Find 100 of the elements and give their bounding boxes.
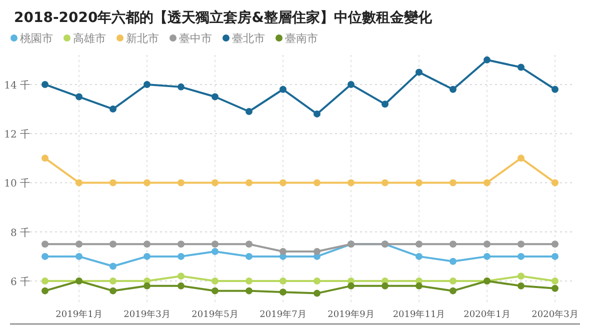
point bbox=[280, 86, 286, 93]
x-tick-label: 2019年3月 bbox=[124, 309, 170, 320]
point bbox=[212, 287, 218, 294]
point bbox=[76, 240, 82, 248]
point bbox=[110, 179, 116, 186]
point bbox=[110, 287, 116, 294]
point bbox=[42, 154, 48, 162]
x-tick-label: 2020年3月 bbox=[532, 309, 578, 320]
legend-label: 高雄市 bbox=[73, 32, 106, 45]
point bbox=[42, 252, 48, 260]
point bbox=[42, 80, 48, 88]
x-tick-label: 2019年5月 bbox=[192, 309, 238, 320]
point bbox=[552, 284, 558, 292]
point bbox=[280, 248, 286, 256]
point bbox=[144, 240, 150, 248]
point bbox=[178, 252, 184, 260]
point bbox=[518, 282, 524, 290]
point bbox=[484, 240, 490, 248]
point bbox=[42, 278, 48, 285]
point bbox=[144, 252, 150, 260]
point bbox=[450, 179, 456, 186]
point bbox=[246, 108, 252, 115]
point bbox=[382, 100, 388, 108]
y-tick-label: 14 千 bbox=[4, 79, 30, 92]
y-tick-label: 6 千 bbox=[10, 276, 30, 288]
point bbox=[76, 179, 82, 186]
point bbox=[212, 93, 218, 100]
point bbox=[518, 252, 524, 260]
point bbox=[178, 240, 184, 248]
point bbox=[110, 262, 116, 270]
point bbox=[178, 179, 184, 186]
point bbox=[76, 93, 82, 100]
point bbox=[246, 252, 252, 260]
point bbox=[314, 290, 320, 297]
point bbox=[348, 80, 354, 88]
point bbox=[280, 278, 286, 285]
point bbox=[178, 272, 184, 280]
point bbox=[246, 278, 252, 285]
point bbox=[518, 240, 524, 248]
point bbox=[450, 278, 456, 285]
point bbox=[280, 288, 286, 296]
point bbox=[416, 282, 422, 290]
legend-label: 臺南市 bbox=[285, 32, 318, 45]
point bbox=[246, 240, 252, 248]
legend-label: 臺中市 bbox=[179, 32, 212, 45]
point bbox=[212, 248, 218, 256]
point bbox=[348, 282, 354, 290]
point bbox=[42, 287, 48, 294]
point bbox=[552, 252, 558, 260]
legend-label: 臺北市 bbox=[232, 32, 265, 45]
point bbox=[416, 240, 422, 248]
x-tick-label: 2019年9月 bbox=[328, 309, 374, 320]
point bbox=[76, 252, 82, 260]
point bbox=[416, 68, 422, 76]
point bbox=[246, 179, 252, 186]
point bbox=[144, 80, 150, 88]
x-tick-label: 2019年11月 bbox=[392, 309, 446, 320]
point bbox=[178, 282, 184, 290]
x-tick-label: 2019年1月 bbox=[56, 309, 102, 320]
point bbox=[450, 240, 456, 248]
point bbox=[178, 83, 184, 90]
point bbox=[416, 179, 422, 186]
point bbox=[552, 86, 558, 93]
point bbox=[552, 278, 558, 285]
point bbox=[348, 179, 354, 186]
point bbox=[382, 282, 388, 290]
point bbox=[416, 252, 422, 260]
point bbox=[552, 240, 558, 248]
point bbox=[450, 287, 456, 294]
chart-title: 2018-2020年六都的【透天獨立套房&整層住家】中位數租金變化 bbox=[14, 9, 433, 26]
point bbox=[382, 179, 388, 186]
y-tick-label: 12 千 bbox=[4, 128, 30, 141]
point bbox=[450, 258, 456, 265]
point bbox=[314, 248, 320, 256]
point bbox=[110, 278, 116, 285]
point bbox=[212, 240, 218, 248]
x-tick-label: 2020年1月 bbox=[464, 309, 510, 320]
point bbox=[484, 56, 490, 64]
point bbox=[450, 86, 456, 93]
point bbox=[484, 252, 490, 260]
point bbox=[212, 179, 218, 186]
x-tick-label: 2019年7月 bbox=[260, 309, 306, 320]
point bbox=[518, 154, 524, 162]
y-tick-label: 10 千 bbox=[4, 178, 30, 190]
point bbox=[144, 282, 150, 290]
point bbox=[144, 179, 150, 186]
point bbox=[518, 64, 524, 71]
point bbox=[212, 278, 218, 285]
point bbox=[314, 179, 320, 186]
point bbox=[518, 272, 524, 280]
point bbox=[246, 287, 252, 294]
point bbox=[552, 179, 558, 186]
point bbox=[484, 179, 490, 186]
y-tick-label: 8 千 bbox=[10, 226, 30, 239]
point bbox=[314, 110, 320, 118]
point bbox=[314, 278, 320, 285]
point bbox=[110, 106, 116, 113]
point bbox=[280, 179, 286, 186]
legend-label: 桃園市 bbox=[20, 32, 53, 45]
point bbox=[42, 240, 48, 248]
